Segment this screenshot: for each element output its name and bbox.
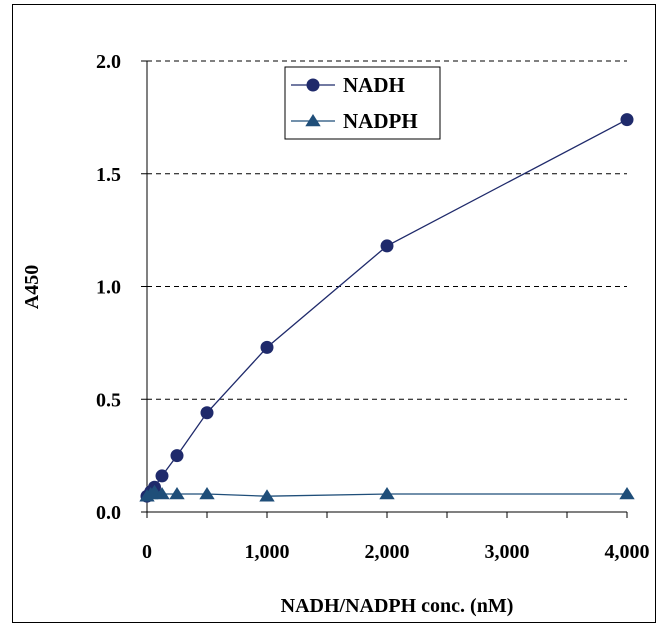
nadph-point-7: [379, 486, 395, 500]
nadh-point-5: [200, 406, 214, 420]
legend-label-nadh: NADH: [343, 73, 405, 97]
x-axis-title: NADH/NADPH conc. (nM): [281, 595, 514, 617]
grid-lines: [147, 60, 627, 400]
x-tick-label-4: 4,000: [605, 541, 650, 563]
series-line-nadh: [146, 119, 628, 497]
y-tick-label-1: 0.5: [96, 389, 121, 411]
nadh-point-7: [380, 239, 394, 253]
axes: 0.0 0.5 1.0 1.5 2.0 0 1,000 2,000 3,000 4,000: [96, 51, 650, 563]
nadph-point-6: [259, 489, 275, 502]
nadph-point-8: [619, 486, 635, 500]
legend-label-nadph: NADPH: [343, 109, 418, 133]
y-tick-label-0: 0.0: [96, 502, 121, 524]
nadph-point-3: [154, 486, 170, 500]
y-tick-label-2: 1.0: [96, 277, 121, 299]
nadh-point-3: [155, 469, 169, 483]
nadh-point-8: [620, 113, 634, 127]
x-tick-label-1: 1,000: [245, 541, 290, 563]
series-layer: [139, 113, 635, 503]
chart-frame: [12, 4, 656, 623]
y-tick-label-4: 2.0: [96, 51, 121, 73]
x-tick-label-3: 3,000: [485, 541, 530, 563]
y-axis-title: A450: [21, 265, 43, 309]
x-tick-label-0: 0: [142, 541, 152, 563]
nadh-point-6: [260, 340, 274, 354]
nadph-point-5: [199, 486, 215, 500]
legend-marker-nadh: [306, 78, 320, 92]
legend: NADH NADPH: [284, 66, 441, 140]
nadph-point-4: [169, 486, 185, 500]
x-tick-label-2: 2,000: [365, 541, 410, 563]
legend-marker-nadph: [305, 114, 321, 127]
nadh-point-4: [170, 449, 184, 463]
y-tick-label-3: 1.5: [96, 164, 121, 186]
